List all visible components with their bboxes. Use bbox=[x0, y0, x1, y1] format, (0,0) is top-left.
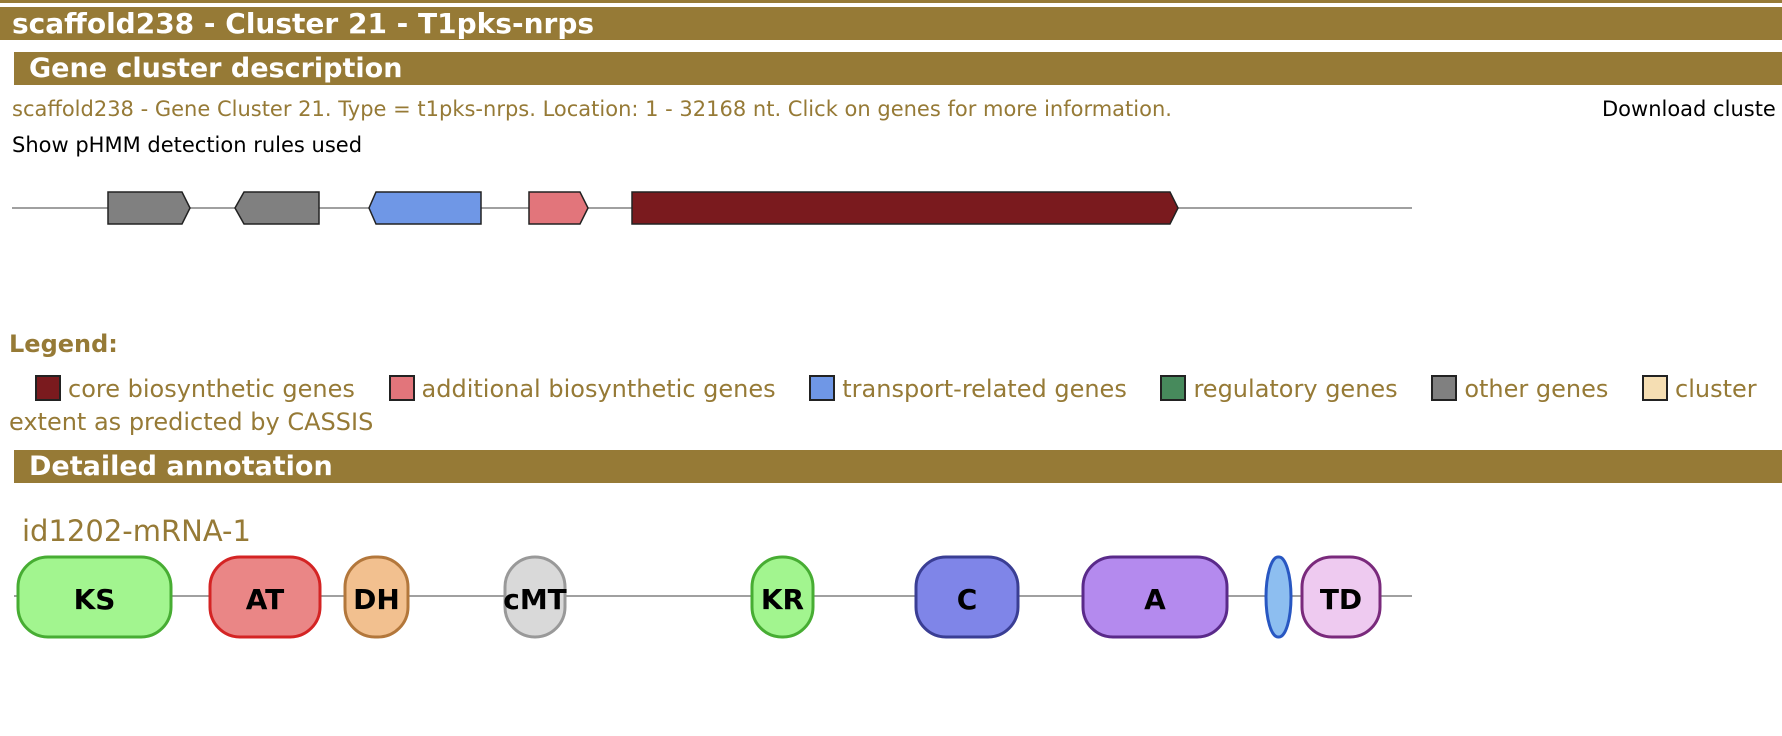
domain-label-dh: DH bbox=[353, 583, 400, 616]
gene-cluster-map bbox=[12, 191, 1412, 225]
legend-swatch-additional bbox=[388, 375, 415, 401]
cluster-title: scaffold238 - Cluster 21 - T1pks-nrps bbox=[0, 7, 1782, 40]
gene-arrow-other-2[interactable] bbox=[234, 191, 320, 225]
section-header-description: Gene cluster description bbox=[14, 52, 1782, 85]
legend-label-core: core biosynthetic genes bbox=[68, 375, 355, 403]
legend-swatch-other bbox=[1431, 375, 1458, 401]
domain-label-td: TD bbox=[1320, 583, 1362, 616]
section-header-annotation: Detailed annotation bbox=[14, 450, 1782, 483]
domain-label-c: C bbox=[957, 583, 978, 616]
legend-item-cassis bbox=[1616, 375, 1675, 403]
legend-label-cassis: cluster extent as predicted by CASSIS bbox=[9, 375, 1757, 436]
domain-map: KS AT DH cMT KR C A bbox=[14, 555, 1412, 639]
domain-label-kr: KR bbox=[761, 583, 804, 616]
legend-item-other: other genes bbox=[1405, 375, 1608, 403]
domain-label-a: A bbox=[1144, 583, 1166, 616]
legend-label-regulatory: regulatory genes bbox=[1193, 375, 1398, 403]
domain-unlabeled[interactable] bbox=[1264, 555, 1293, 639]
legend-label-other: other genes bbox=[1464, 375, 1609, 403]
domain-ks[interactable]: KS bbox=[16, 555, 173, 639]
legend-label-transport: transport-related genes bbox=[842, 375, 1127, 403]
legend-item-additional: additional biosynthetic genes bbox=[363, 375, 776, 403]
cluster-description: scaffold238 - Gene Cluster 21. Type = t1… bbox=[12, 97, 1172, 121]
gene-arrow-core[interactable] bbox=[631, 191, 1179, 225]
legend-label-additional: additional biosynthetic genes bbox=[421, 375, 776, 403]
legend-item-transport: transport-related genes bbox=[783, 375, 1127, 403]
domain-label-at: AT bbox=[246, 583, 285, 616]
gene-arrow-transport[interactable] bbox=[368, 191, 482, 225]
show-detection-rules-link[interactable]: Show pHMM detection rules used bbox=[12, 133, 363, 157]
top-divider bbox=[0, 0, 1782, 3]
legend-swatch-cassis bbox=[1642, 375, 1668, 401]
legend-item-regulatory: regulatory genes bbox=[1134, 375, 1398, 403]
legend: core biosynthetic genes additional biosy… bbox=[9, 373, 1769, 439]
mrna-label: id1202-mRNA-1 bbox=[22, 514, 251, 548]
gene-arrow-other-1[interactable] bbox=[107, 191, 191, 225]
download-cluster-link[interactable]: Download cluste bbox=[1602, 97, 1776, 121]
legend-swatch-regulatory bbox=[1160, 375, 1187, 401]
domain-cmt[interactable]: cMT bbox=[503, 555, 567, 639]
domain-label-ks: KS bbox=[74, 583, 116, 616]
domain-at[interactable]: AT bbox=[208, 555, 322, 639]
gene-arrow-additional[interactable] bbox=[528, 191, 589, 225]
legend-swatch-core bbox=[35, 375, 61, 401]
domain-label-cmt: cMT bbox=[503, 583, 567, 616]
legend-item-core: core biosynthetic genes bbox=[9, 375, 355, 403]
domain-kr[interactable]: KR bbox=[750, 555, 815, 639]
domain-td[interactable]: TD bbox=[1300, 555, 1382, 639]
domain-c[interactable]: C bbox=[914, 555, 1020, 639]
legend-title: Legend: bbox=[9, 330, 118, 358]
domain-dh[interactable]: DH bbox=[343, 555, 410, 639]
legend-swatch-transport bbox=[809, 375, 836, 401]
domain-a[interactable]: A bbox=[1081, 555, 1229, 639]
